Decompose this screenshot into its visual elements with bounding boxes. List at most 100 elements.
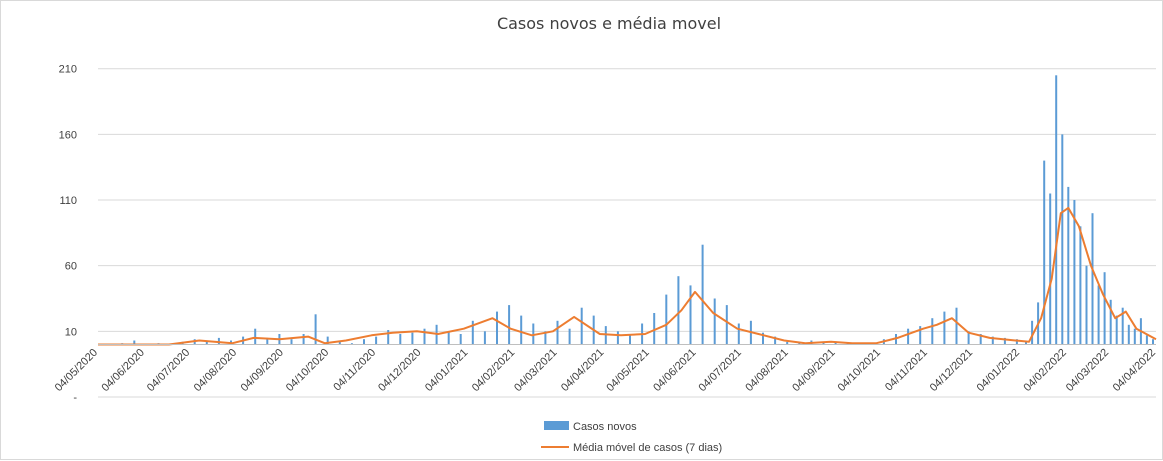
bar-casos-novos (1003, 337, 1006, 345)
bar-casos-novos (496, 311, 498, 345)
bar-casos-novos (423, 328, 426, 345)
x-tick-label: 04/02/2022 (1022, 347, 1069, 394)
bar-casos-novos (919, 326, 922, 345)
bar-casos-novos (459, 334, 462, 345)
line-series-media-movel (98, 206, 1157, 346)
legend-swatch-casos-novos (544, 421, 569, 430)
bar-casos-novos (387, 330, 390, 345)
x-tick-label: 04/12/2020 (376, 347, 423, 394)
bar-casos-novos (266, 337, 269, 345)
bar-casos-novos (955, 307, 958, 345)
bar-casos-novos (943, 311, 946, 345)
x-tick-label: 04/04/2021 (559, 347, 606, 394)
x-tick-label: 04/09/2020 (239, 347, 286, 394)
bar-casos-novos (375, 336, 378, 345)
bar-casos-novos (991, 336, 994, 345)
bar-casos-novos (1085, 265, 1088, 345)
x-tick-label: 04/05/2020 (53, 347, 100, 394)
bar-casos-novos (774, 336, 777, 345)
x-tick-label: 04/08/2020 (192, 347, 239, 394)
x-tick-label: 04/01/2022 (975, 347, 1022, 394)
x-tick-label: 04/01/2021 (423, 347, 470, 394)
y-tick-label: 110 (59, 195, 77, 207)
x-tick-label: 04/04/2022 (1111, 347, 1158, 394)
bar-casos-novos (254, 328, 257, 345)
bar-casos-novos (713, 298, 716, 345)
bar-casos-novos (1115, 315, 1118, 345)
bar-casos-novos (1121, 307, 1124, 345)
x-tick-label: 04/10/2021 (836, 347, 883, 394)
bar-casos-novos (616, 331, 619, 345)
x-tick-label: 04/02/2021 (470, 347, 517, 394)
bar-casos-novos (1103, 272, 1106, 345)
bar-casos-novos (1097, 285, 1100, 345)
y-tick-label: 160 (59, 129, 77, 141)
bar-casos-novos (1091, 213, 1094, 345)
y-tick-label: 60 (65, 261, 77, 273)
bar-casos-novos (907, 328, 910, 345)
bar-casos-novos (520, 315, 523, 345)
gridlines (98, 68, 1156, 398)
y-tick-label: - (73, 392, 77, 404)
legend-label-media-movel: Média móvel de casos (7 dias) (573, 442, 722, 454)
bar-casos-novos (629, 334, 631, 345)
bar-casos-novos (979, 334, 982, 345)
x-tick-label: 04/03/2022 (1064, 347, 1111, 394)
bar-casos-novos (689, 285, 692, 345)
bar-casos-novos (1043, 160, 1046, 345)
x-tick-label: 04/06/2021 (651, 347, 698, 394)
x-tick-label: 04/08/2021 (743, 347, 790, 394)
bar-casos-novos (544, 331, 547, 345)
y-tick-label: 210 (59, 64, 77, 76)
bar-casos-novos (1061, 134, 1064, 345)
y-tick-label: 10 (65, 326, 77, 338)
bar-casos-novos (338, 341, 341, 345)
bar-casos-novos (508, 305, 511, 345)
bar-casos-novos (967, 331, 970, 345)
x-tick-label: 04/03/2021 (512, 347, 559, 394)
bar-casos-novos (798, 343, 801, 345)
bar-casos-novos (665, 294, 668, 345)
bar-casos-novos (931, 318, 934, 345)
bar-casos-novos (1049, 193, 1052, 345)
bar-casos-novos (363, 339, 365, 345)
bar-series-casos-novos (109, 75, 1154, 345)
bar-casos-novos (701, 244, 704, 345)
x-tick-label: 04/07/2021 (697, 347, 744, 394)
y-axis: 210 160 110 60 10 - (59, 64, 78, 404)
bar-casos-novos (447, 331, 450, 345)
x-tick-label: 04/11/2021 (883, 347, 930, 394)
bar-casos-novos (205, 341, 208, 345)
bar-casos-novos (1109, 299, 1112, 345)
bar-casos-novos (1073, 200, 1076, 345)
bar-casos-novos (1067, 186, 1070, 345)
bar-casos-novos (1015, 339, 1018, 345)
bar-casos-novos (302, 334, 305, 345)
x-tick-label: 04/10/2020 (284, 347, 331, 394)
bar-casos-novos (314, 314, 317, 345)
bar-casos-novos (411, 332, 414, 345)
bar-casos-novos (737, 323, 740, 345)
bar-casos-novos (1079, 226, 1082, 345)
bar-casos-novos (556, 320, 559, 345)
bar-casos-novos (1133, 328, 1136, 345)
bar-casos-novos (677, 276, 680, 345)
bar-casos-novos (471, 320, 474, 345)
bar-casos-novos (1055, 75, 1058, 345)
x-tick-label: 04/07/2020 (145, 347, 192, 394)
bar-casos-novos (580, 307, 583, 345)
bar-casos-novos (1127, 324, 1130, 345)
legend: Casos novos Média móvel de casos (7 dias… (541, 421, 722, 454)
x-tick-label: 04/11/2020 (331, 347, 378, 394)
bar-casos-novos (725, 305, 728, 345)
bar-casos-novos (399, 334, 402, 345)
bar-casos-novos (290, 339, 293, 345)
x-tick-label: 04/09/2021 (790, 347, 837, 394)
bar-casos-novos (350, 343, 353, 345)
x-tick-label: 04/05/2021 (604, 347, 651, 394)
bar-casos-novos (786, 341, 789, 345)
bar-casos-novos (1145, 335, 1148, 345)
